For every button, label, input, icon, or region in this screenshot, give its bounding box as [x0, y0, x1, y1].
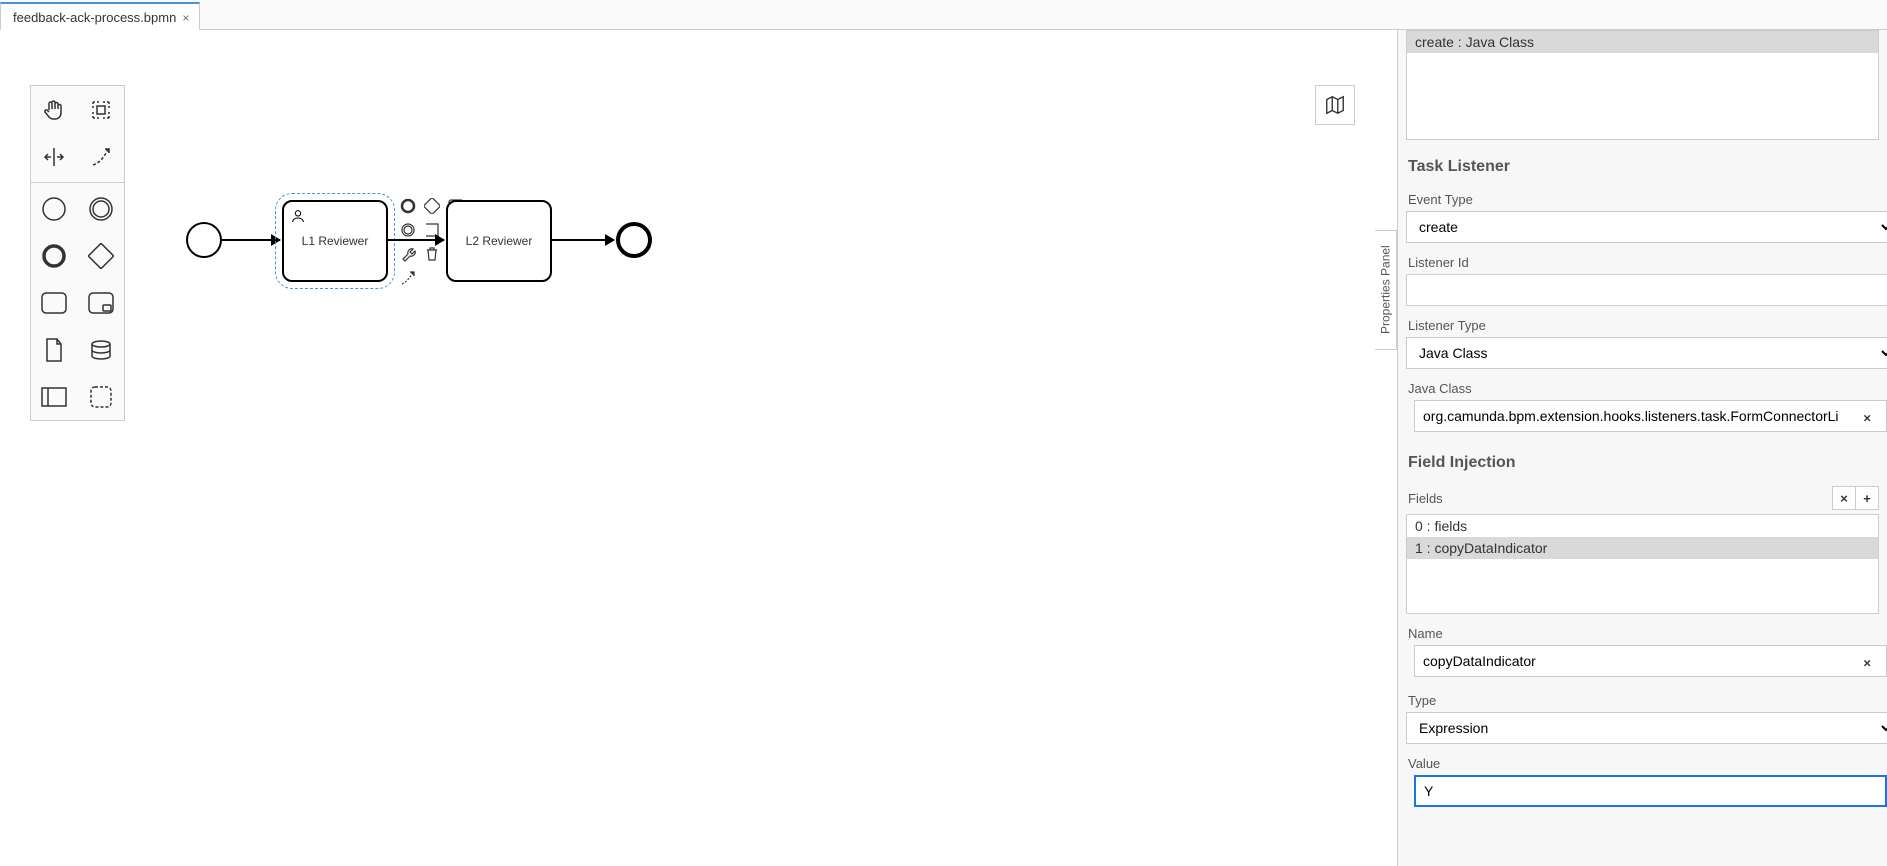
sequence-flow[interactable]: [222, 239, 280, 241]
fields-list[interactable]: 0 : fields 1 : copyDataIndicator: [1406, 514, 1879, 614]
fields-label: Fields: [1408, 491, 1833, 506]
properties-panel-label: Properties Panel: [1379, 246, 1393, 335]
listener-type-select[interactable]: Java Class: [1406, 337, 1887, 369]
remove-field-button[interactable]: ×: [1832, 486, 1856, 510]
clear-icon[interactable]: ×: [1863, 411, 1871, 426]
sequence-flow[interactable]: [552, 239, 614, 241]
field-value-label: Value: [1398, 748, 1887, 775]
start-event[interactable]: [186, 222, 222, 258]
field-value-input[interactable]: [1414, 775, 1887, 807]
append-gateway[interactable]: [422, 196, 442, 216]
sequence-flow[interactable]: [388, 239, 444, 241]
minimap-toggle[interactable]: [1315, 85, 1355, 125]
java-class-label: Java Class: [1398, 373, 1887, 400]
listener-type-label: Listener Type: [1398, 310, 1887, 337]
listener-id-input[interactable]: [1406, 274, 1887, 306]
add-field-button[interactable]: +: [1855, 486, 1879, 510]
create-task[interactable]: [31, 279, 78, 326]
field-name-label: Name: [1398, 618, 1887, 645]
java-class-input[interactable]: [1414, 400, 1887, 432]
create-participant[interactable]: [31, 373, 78, 420]
tool-palette: [30, 85, 125, 421]
create-gateway[interactable]: [78, 232, 125, 279]
create-intermediate-event[interactable]: [78, 185, 125, 232]
execution-listener-list[interactable]: create : Java Class: [1406, 30, 1879, 140]
field-injection-section-title: Field Injection: [1398, 440, 1887, 480]
task-listener-section-title: Task Listener: [1398, 144, 1887, 184]
list-item[interactable]: 1 : copyDataIndicator: [1407, 537, 1878, 559]
event-type-label: Event Type: [1398, 184, 1887, 211]
hand-tool[interactable]: [31, 86, 78, 133]
append-end-event[interactable]: [398, 196, 418, 216]
diagram-canvas[interactable]: L1 Reviewer L2 Reviewer: [0, 30, 1375, 866]
properties-panel-toggle[interactable]: Properties Panel: [1375, 230, 1397, 350]
end-event[interactable]: [616, 222, 652, 258]
clear-icon[interactable]: ×: [1863, 656, 1871, 671]
file-tab[interactable]: feedback-ack-process.bpmn ×: [0, 2, 200, 30]
lasso-tool[interactable]: [78, 86, 125, 133]
task-label: L1 Reviewer: [302, 234, 369, 248]
global-connect-tool[interactable]: [78, 133, 125, 180]
create-start-event[interactable]: [31, 185, 78, 232]
field-type-select[interactable]: Expression: [1406, 712, 1887, 744]
connect-icon[interactable]: [398, 268, 418, 288]
field-type-label: Type: [1398, 685, 1887, 712]
event-type-select[interactable]: create: [1406, 211, 1887, 243]
create-group[interactable]: [78, 373, 125, 420]
space-tool[interactable]: [31, 133, 78, 180]
task-l1-reviewer[interactable]: L1 Reviewer: [282, 200, 388, 282]
create-data-store[interactable]: [78, 326, 125, 373]
list-item[interactable]: create : Java Class: [1407, 31, 1878, 53]
trash-icon[interactable]: [422, 244, 442, 264]
field-name-input[interactable]: [1414, 645, 1887, 677]
user-task-icon: [290, 208, 306, 227]
create-end-event[interactable]: [31, 232, 78, 279]
task-label: L2 Reviewer: [466, 234, 533, 248]
file-tab-label: feedback-ack-process.bpmn: [13, 10, 176, 25]
list-item[interactable]: 0 : fields: [1407, 515, 1878, 537]
tab-bar: feedback-ack-process.bpmn ×: [0, 0, 1887, 30]
append-intermediate-event[interactable]: [398, 220, 418, 240]
create-subprocess-expanded[interactable]: [78, 279, 125, 326]
task-l2-reviewer[interactable]: L2 Reviewer: [446, 200, 552, 282]
close-icon[interactable]: ×: [182, 11, 189, 25]
listener-id-label: Listener Id: [1398, 247, 1887, 274]
create-data-object[interactable]: [31, 326, 78, 373]
properties-panel: create : Java Class Task Listener Event …: [1397, 30, 1887, 866]
wrench-icon[interactable]: [398, 244, 418, 264]
